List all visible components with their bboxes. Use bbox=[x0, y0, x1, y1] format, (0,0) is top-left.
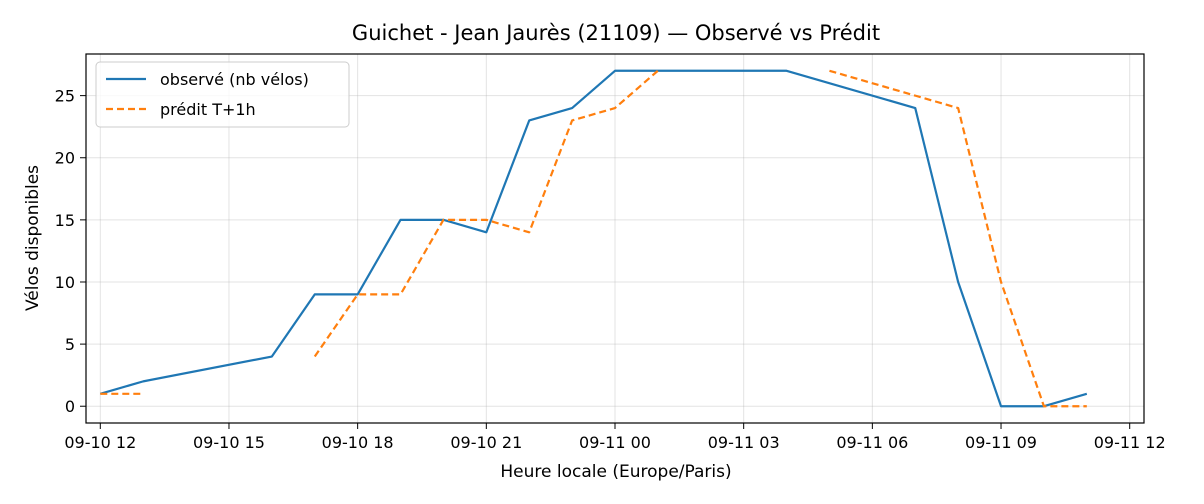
y-tick-label: 0 bbox=[65, 397, 75, 416]
chart-title: Guichet - Jean Jaurès (21109) — Observé … bbox=[352, 21, 880, 45]
y-tick-label: 10 bbox=[55, 273, 75, 292]
series-layer bbox=[99, 69, 1088, 408]
x-tick-label: 09-11 00 bbox=[579, 433, 651, 452]
x-tick-label: 09-10 21 bbox=[450, 433, 522, 452]
y-tick-label: 25 bbox=[55, 87, 75, 106]
x-tick-label: 09-10 18 bbox=[322, 433, 394, 452]
x-tick-label: 09-11 06 bbox=[836, 433, 908, 452]
series-line-predicted bbox=[829, 69, 1087, 408]
grid bbox=[86, 54, 1144, 423]
legend: observé (nb vélos) prédit T+1h bbox=[95, 61, 350, 128]
x-axis: 09-10 12 09-10 15 09-10 18 09-10 21 09-11 00… bbox=[64, 423, 1166, 452]
legend-label-predicted: prédit T+1h bbox=[160, 100, 256, 119]
series-line-observed bbox=[99, 69, 1088, 408]
x-tick-label: 09-11 03 bbox=[708, 433, 780, 452]
series-line-predicted bbox=[313, 69, 659, 358]
x-tick-label: 09-11 12 bbox=[1094, 433, 1166, 452]
legend-label-observed: observé (nb vélos) bbox=[160, 70, 309, 89]
y-tick-label: 15 bbox=[55, 211, 75, 230]
x-tick-label: 09-11 09 bbox=[965, 433, 1037, 452]
y-axis-label: Vélos disponibles bbox=[23, 165, 43, 311]
y-tick-label: 20 bbox=[55, 149, 75, 168]
y-axis: 0 5 10 15 20 25 bbox=[55, 87, 86, 416]
x-tick-label: 09-10 15 bbox=[193, 433, 265, 452]
x-axis-label: Heure locale (Europe/Paris) bbox=[500, 462, 731, 482]
y-tick-label: 5 bbox=[65, 335, 75, 354]
legend-box bbox=[95, 61, 350, 128]
x-tick-label: 09-10 12 bbox=[64, 433, 136, 452]
